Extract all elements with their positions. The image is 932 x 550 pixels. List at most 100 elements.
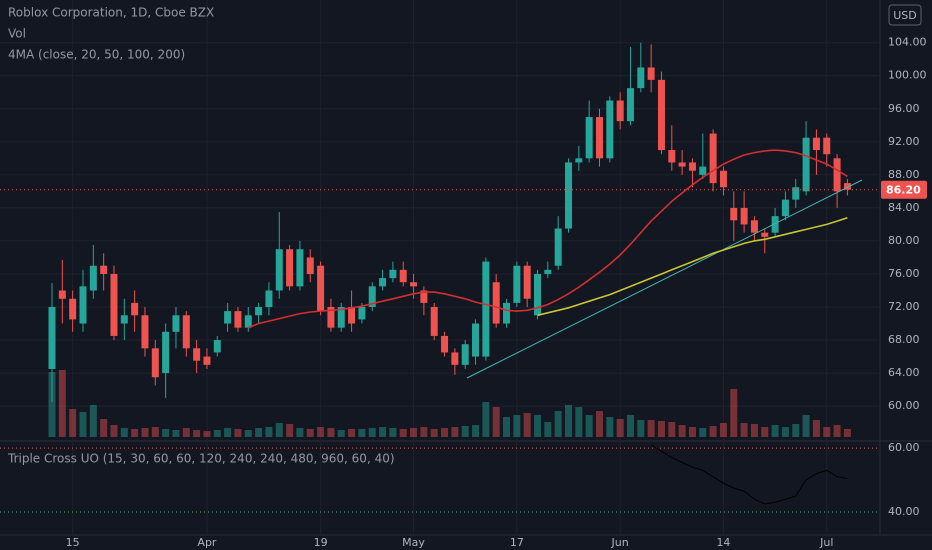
candle-body — [275, 249, 283, 291]
candle-body — [327, 307, 335, 328]
candle-body — [141, 315, 149, 349]
volume-bar — [306, 429, 314, 437]
volume-bar — [203, 431, 211, 437]
volume-bar — [358, 429, 366, 437]
volume-bar — [657, 421, 665, 437]
line — [537, 217, 848, 317]
volume-bar — [730, 389, 738, 437]
volume-bar — [131, 429, 139, 437]
candle-body — [213, 340, 221, 353]
candle-body — [420, 290, 428, 303]
volume-bar — [389, 428, 397, 437]
x-tick-label: 17 — [510, 536, 524, 549]
y-tick-label: 72.00 — [888, 300, 920, 313]
x-tick-label: Apr — [197, 536, 217, 549]
candle-body — [131, 302, 139, 316]
candle-body — [761, 232, 769, 237]
candle-body — [595, 117, 603, 159]
last-price-box — [881, 180, 927, 199]
volume-bar — [492, 407, 500, 437]
volume-bar — [410, 428, 418, 437]
volume-bar — [668, 422, 676, 437]
volume-bar — [699, 428, 707, 437]
volume-bar — [265, 427, 273, 437]
candle-body — [306, 257, 314, 274]
last-price-label: 86.20 — [886, 184, 921, 197]
volume-bar — [823, 427, 831, 437]
volume-bar — [234, 429, 242, 437]
candle-body — [472, 323, 480, 357]
candle-body — [812, 137, 820, 151]
candle-body — [244, 315, 252, 328]
candle-body — [792, 187, 800, 200]
y-tick-label: 68.00 — [888, 333, 920, 346]
candle-body — [120, 315, 128, 324]
volume-bar — [565, 405, 572, 437]
overlay: 86.20 — [0, 149, 927, 505]
candle-body — [740, 207, 748, 225]
candle-body — [162, 331, 170, 374]
indicator-label: 4MA (close, 20, 50, 100, 200) — [8, 48, 185, 62]
volume-bar — [719, 423, 727, 437]
candle-body — [616, 100, 624, 122]
currency[interactable]: USD — [893, 9, 917, 22]
volume-bar — [513, 415, 521, 437]
volume-bar — [554, 411, 562, 437]
candle-body — [699, 166, 707, 175]
volume-bar — [575, 407, 583, 437]
candle-body — [554, 228, 562, 266]
candle-body — [709, 133, 717, 184]
candle-body — [89, 265, 97, 291]
x-tick-label: 15 — [66, 536, 80, 549]
volume-bar — [430, 429, 438, 437]
volume-bar — [368, 428, 376, 437]
x-tick-label: 19 — [314, 536, 328, 549]
volume-bar — [317, 427, 325, 437]
volume-bar — [781, 427, 789, 437]
candle-body — [317, 265, 325, 312]
volume-bar — [348, 429, 356, 437]
candle-body — [410, 282, 418, 287]
volume-bar — [678, 425, 686, 437]
volume-bar — [141, 428, 149, 437]
candle-body — [730, 207, 738, 221]
candle-body — [503, 302, 511, 324]
y-tick-label: 80.00 — [888, 234, 920, 247]
candle-body — [750, 220, 758, 233]
candle-body — [58, 290, 66, 299]
oscillator-label: Triple Cross UO (15, 30, 60, 60, 120, 24… — [7, 452, 395, 466]
volume-bar — [182, 428, 190, 437]
candle-body — [224, 311, 232, 324]
candle-body — [265, 290, 273, 308]
volume-bar — [420, 427, 428, 437]
candle-body — [668, 150, 676, 163]
candle-body — [843, 183, 851, 190]
volume — [48, 370, 851, 437]
volume-bar — [771, 425, 779, 437]
volume-bar — [802, 415, 810, 437]
volume-bar — [534, 415, 542, 437]
volume-bar — [162, 429, 170, 437]
candle-body — [461, 344, 469, 365]
x-tick-label: 14 — [716, 536, 730, 549]
y-tick-label: 64.00 — [888, 366, 920, 379]
currency-box[interactable] — [888, 4, 922, 26]
volume-bar — [255, 428, 263, 437]
volume-bar — [812, 420, 820, 437]
y-tick-label: 104.00 — [888, 36, 927, 49]
volume-bar — [709, 426, 717, 437]
x-tick-label: Jun — [611, 536, 629, 549]
candle-body — [441, 335, 449, 353]
volume-bar — [792, 424, 800, 437]
candle-body — [100, 265, 108, 274]
volume-bar — [688, 427, 696, 437]
candle-body — [296, 249, 304, 287]
y-tick-label: 60.00 — [888, 441, 920, 454]
candles — [48, 42, 851, 403]
candle-body — [544, 269, 552, 274]
volume-bar — [740, 423, 748, 437]
candle-body — [523, 265, 531, 299]
volume-bar — [120, 428, 128, 437]
